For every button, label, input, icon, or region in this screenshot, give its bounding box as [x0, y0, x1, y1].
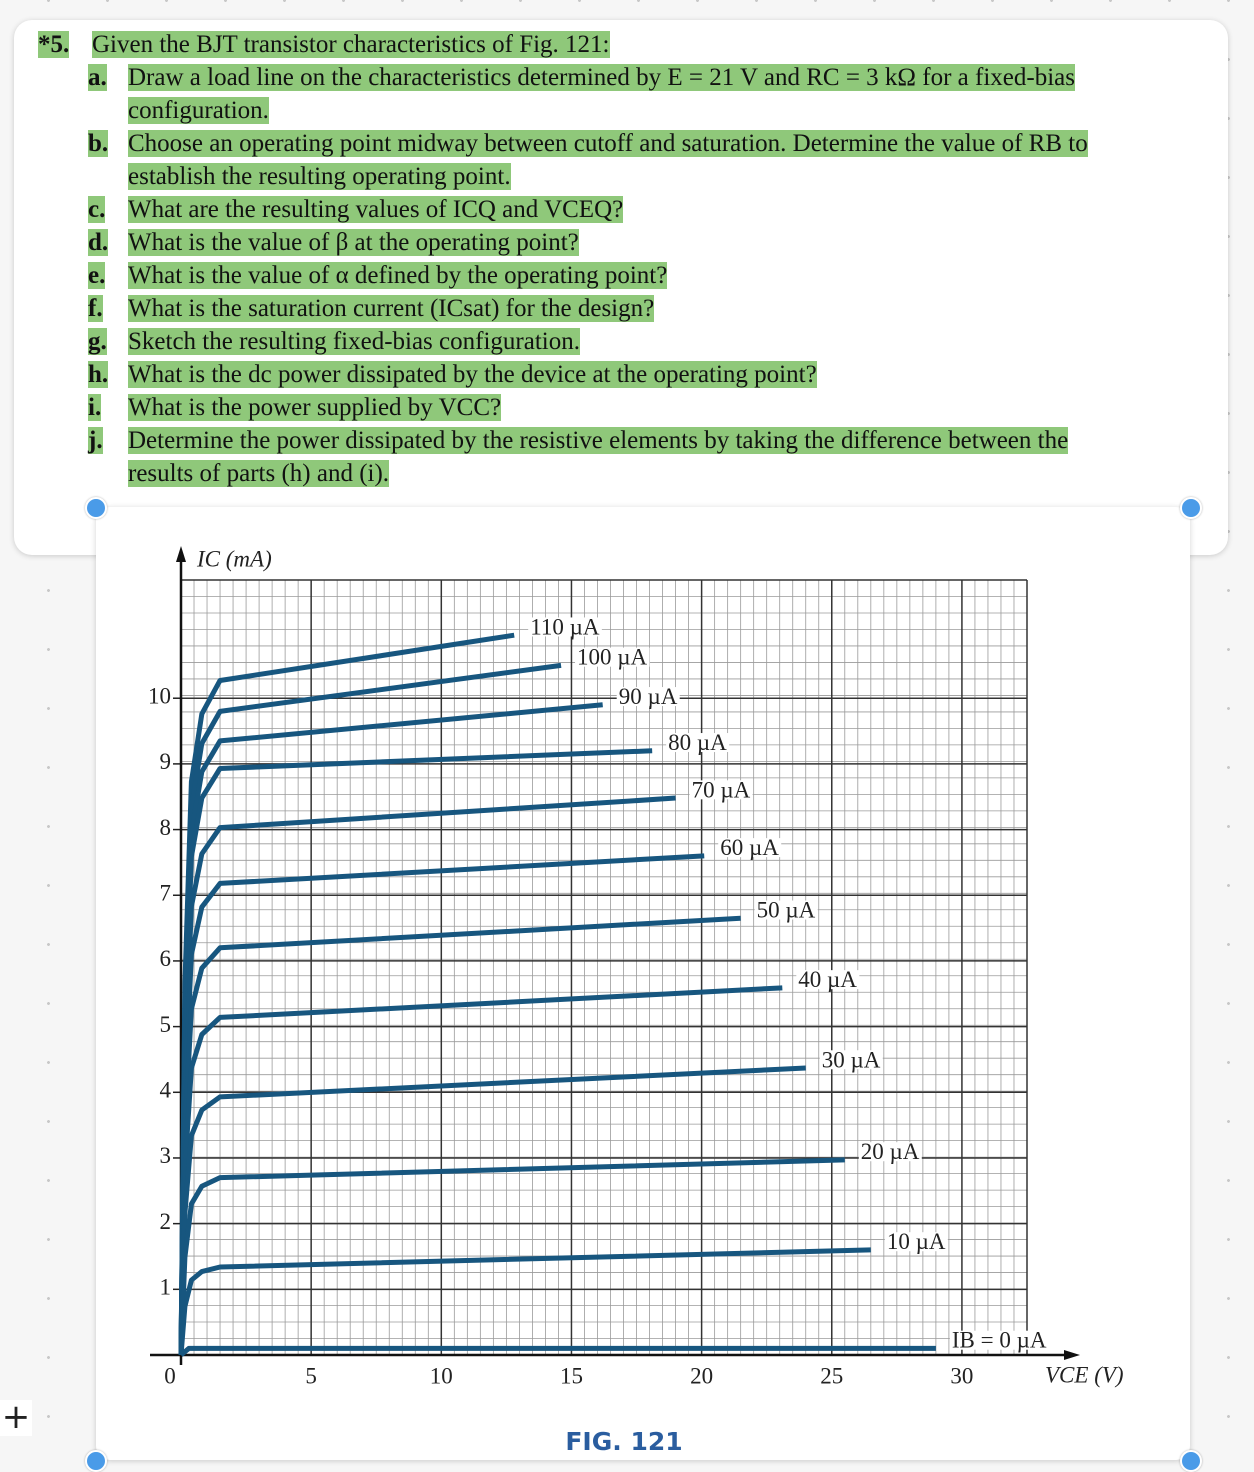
y-tick-label: 2: [160, 1209, 172, 1234]
part-letter: g.: [88, 328, 107, 355]
part-letter: b.: [88, 130, 109, 157]
label-bg: [949, 1330, 1049, 1350]
legend-label: 70 µA: [692, 777, 751, 802]
part-text-row: Sketch the resulting fixed-bias configur…: [128, 325, 1123, 358]
part-text-row: What is the power supplied by VCC?: [128, 391, 1123, 424]
part-letter: j.: [88, 427, 103, 454]
part-text-row: Determine the power dissipated by the re…: [128, 424, 1123, 490]
y-tick-label: 9: [160, 749, 172, 774]
part-letter-row: a.: [88, 61, 107, 94]
part-text-row: What is the saturation current (ICsat) f…: [128, 292, 1123, 325]
label-bg: [718, 838, 782, 858]
part-text: What is the power supplied by VCC?: [128, 394, 502, 421]
part-text-row: What are the resulting values of ICQ and…: [128, 193, 1123, 226]
legend-label: 110 µA: [530, 614, 600, 639]
label-bg: [858, 1142, 922, 1162]
curve: [178, 1065, 806, 1356]
curve: [178, 1247, 871, 1356]
part-letter-row: h.: [88, 358, 109, 391]
x-tick-label: 0: [164, 1363, 176, 1388]
part-text: What are the resulting values of ICQ and…: [128, 196, 624, 223]
legend-label: 90 µA: [619, 684, 678, 709]
part-letter: i.: [88, 394, 102, 421]
legend-label: IB = 0 µA: [952, 1328, 1047, 1353]
legend-label: 20 µA: [861, 1139, 920, 1164]
x-tick-label: 20: [690, 1363, 713, 1388]
y-tick-label: 6: [160, 946, 172, 971]
handle[interactable]: [85, 497, 107, 519]
part-letter-row: j.: [88, 424, 103, 457]
part-text: What is the saturation current (ICsat) f…: [128, 295, 655, 322]
x-tick-label: 15: [560, 1363, 583, 1388]
x-axis-arrow: [1064, 1350, 1080, 1360]
part-letter: h.: [88, 361, 109, 388]
y-tick-label: 5: [160, 1012, 172, 1037]
x-tick-label: 5: [305, 1363, 317, 1388]
legend-label: 60 µA: [720, 835, 779, 860]
y-tick-label: 4: [160, 1078, 172, 1103]
part-text: What is the value of β at the operating …: [128, 229, 579, 256]
part-text: What is the dc power dissipated by the d…: [128, 361, 817, 388]
label-bg: [884, 1232, 948, 1252]
part-letter: c.: [88, 196, 106, 223]
curve: [178, 632, 515, 1356]
y-tick-label: 8: [160, 815, 172, 840]
label-bg: [528, 617, 602, 637]
part-letter-row: e.: [88, 259, 106, 292]
label-bg: [796, 970, 860, 990]
legend-label: 40 µA: [798, 967, 857, 992]
legend-label: 50 µA: [757, 898, 816, 923]
part-text-row: Draw a load line on the characteristics …: [128, 61, 1123, 127]
x-tick-label: 25: [820, 1363, 843, 1388]
label-bg: [616, 687, 680, 707]
label-bg: [666, 733, 730, 753]
x-tick-label: 10: [430, 1363, 453, 1388]
part-text-row: What is the value of β at the operating …: [128, 226, 1123, 259]
problem-intro-row: Given the BJT transistor characteristics…: [92, 28, 1087, 61]
part-letter: a.: [88, 64, 107, 91]
part-letter-row: c.: [88, 193, 106, 226]
part-letter: e.: [88, 262, 106, 289]
legend-label: 80 µA: [668, 730, 727, 755]
y-tick-label: 10: [148, 684, 171, 709]
part-letter-row: i.: [88, 391, 102, 424]
x-axis-title: VCE (V): [1045, 1362, 1124, 1387]
handle[interactable]: [1180, 497, 1202, 519]
figure-caption: FIG. 121: [565, 1427, 682, 1456]
y-axis-arrow: [176, 546, 186, 562]
label-bg: [689, 780, 753, 800]
label-bg: [754, 900, 818, 920]
part-letter-row: d.: [88, 226, 109, 259]
y-tick-label: 3: [160, 1143, 172, 1168]
part-text-row: What is the value of α defined by the op…: [128, 259, 1123, 292]
problem-number: *5.: [38, 31, 70, 58]
part-letter: f.: [88, 295, 103, 322]
add-button[interactable]: +: [0, 1397, 32, 1437]
curve: [179, 1345, 936, 1357]
part-text-row: Choose an operating point midway between…: [128, 127, 1123, 193]
problem-intro: Given the BJT transistor characteristics…: [92, 31, 610, 58]
legend-label: 10 µA: [887, 1229, 946, 1254]
part-letter-row: g.: [88, 325, 107, 358]
legend-label: 30 µA: [822, 1047, 881, 1072]
part-text: What is the value of α defined by the op…: [128, 262, 668, 289]
problem-number-row: *5.: [38, 28, 70, 61]
curve: [178, 1157, 845, 1356]
part-text-row: What is the dc power dissipated by the d…: [128, 358, 1123, 391]
part-text: Sketch the resulting fixed-bias configur…: [128, 328, 580, 355]
legend-label: 100 µA: [577, 645, 648, 670]
y-axis-title: IC (mA): [196, 546, 272, 571]
part-letter-row: f.: [88, 292, 103, 325]
part-letter-row: b.: [88, 127, 109, 160]
x-tick-label: 30: [950, 1363, 973, 1388]
y-tick-label: 1: [160, 1275, 172, 1300]
label-bg: [819, 1050, 883, 1070]
part-letter: d.: [88, 229, 109, 256]
y-tick-label: 7: [160, 881, 172, 906]
label-bg: [575, 647, 650, 667]
